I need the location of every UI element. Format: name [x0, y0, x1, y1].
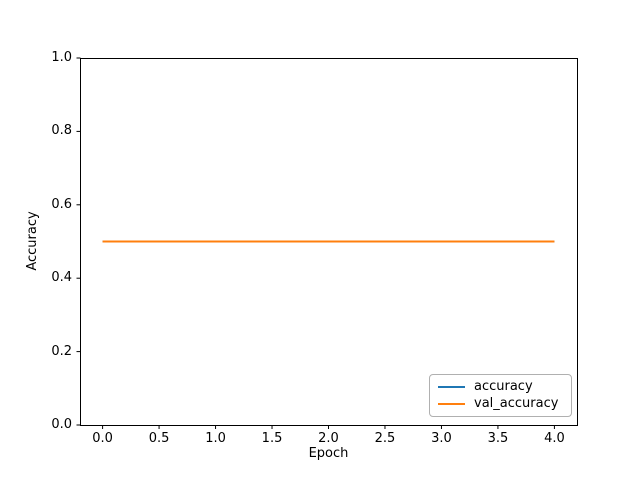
x-axis-label: Epoch	[308, 446, 349, 461]
y-tick-label: 0.8	[51, 123, 72, 139]
y-axis-label: Accuracy	[25, 211, 40, 271]
x-tick-label: 4.0	[544, 431, 565, 446]
x-tick-label: 1.5	[261, 431, 283, 446]
legend-label-val-accuracy: val_accuracy	[474, 395, 559, 411]
legend-entry-val-accuracy: val_accuracy	[438, 396, 563, 413]
x-tick-label: 0.5	[148, 431, 170, 446]
x-tick-label: 2.5	[374, 431, 396, 446]
x-tick-label: 0.0	[92, 431, 113, 446]
legend-label-accuracy: accuracy	[474, 379, 533, 395]
val-accuracy-line-swatch	[438, 402, 465, 405]
legend-entry-accuracy: accuracy	[438, 379, 563, 396]
y-tick-label: 1.0	[51, 50, 72, 65]
y-tick-label: 0.4	[51, 270, 72, 286]
accuracy-line-swatch	[438, 386, 465, 389]
x-tick-label: 3.0	[431, 431, 452, 446]
x-tick-label: 1.0	[205, 431, 226, 446]
y-tick-label: 0.2	[51, 343, 72, 359]
y-tick-label: 0.6	[51, 196, 72, 212]
x-tick-label: 3.5	[487, 431, 509, 446]
legend: accuracy val_accuracy	[429, 374, 572, 417]
y-tick-label: 0.0	[51, 417, 72, 432]
x-tick-label: 2.0	[318, 431, 339, 446]
